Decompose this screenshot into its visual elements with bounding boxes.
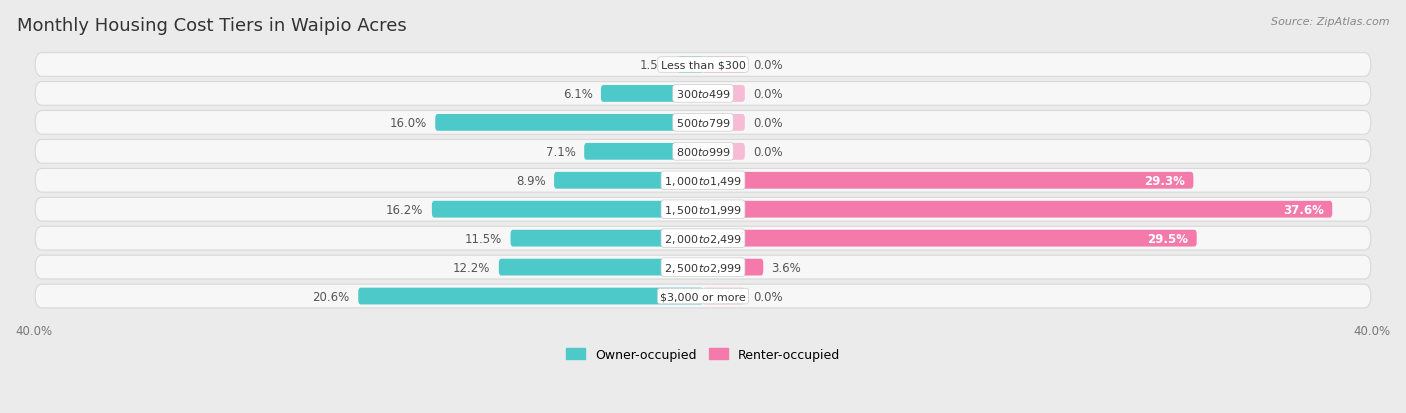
FancyBboxPatch shape: [554, 173, 703, 189]
Text: 12.2%: 12.2%: [453, 261, 491, 274]
FancyBboxPatch shape: [499, 259, 703, 276]
FancyBboxPatch shape: [583, 144, 703, 160]
FancyBboxPatch shape: [359, 288, 703, 305]
FancyBboxPatch shape: [703, 230, 1197, 247]
FancyBboxPatch shape: [436, 115, 703, 131]
FancyBboxPatch shape: [35, 54, 1371, 77]
FancyBboxPatch shape: [510, 230, 703, 247]
FancyBboxPatch shape: [432, 201, 703, 218]
Text: 16.0%: 16.0%: [389, 116, 427, 130]
FancyBboxPatch shape: [703, 259, 763, 276]
Text: 0.0%: 0.0%: [754, 145, 783, 159]
FancyBboxPatch shape: [703, 86, 745, 102]
Text: 29.5%: 29.5%: [1147, 232, 1188, 245]
FancyBboxPatch shape: [703, 201, 1333, 218]
Text: 6.1%: 6.1%: [562, 88, 592, 101]
FancyBboxPatch shape: [678, 57, 703, 74]
FancyBboxPatch shape: [35, 111, 1371, 135]
Text: 0.0%: 0.0%: [754, 290, 783, 303]
FancyBboxPatch shape: [703, 288, 745, 305]
Text: 16.2%: 16.2%: [387, 203, 423, 216]
Text: 29.3%: 29.3%: [1144, 174, 1185, 188]
Text: 0.0%: 0.0%: [754, 88, 783, 101]
FancyBboxPatch shape: [35, 285, 1371, 308]
FancyBboxPatch shape: [703, 144, 745, 160]
Text: $300 to $499: $300 to $499: [675, 88, 731, 100]
Text: 0.0%: 0.0%: [754, 116, 783, 130]
Text: Source: ZipAtlas.com: Source: ZipAtlas.com: [1271, 17, 1389, 26]
Text: 37.6%: 37.6%: [1284, 203, 1324, 216]
Text: $3,000 or more: $3,000 or more: [661, 291, 745, 301]
Text: 11.5%: 11.5%: [465, 232, 502, 245]
Legend: Owner-occupied, Renter-occupied: Owner-occupied, Renter-occupied: [561, 343, 845, 366]
Text: $1,000 to $1,499: $1,000 to $1,499: [664, 174, 742, 188]
Text: Monthly Housing Cost Tiers in Waipio Acres: Monthly Housing Cost Tiers in Waipio Acr…: [17, 17, 406, 34]
FancyBboxPatch shape: [703, 57, 745, 74]
FancyBboxPatch shape: [703, 173, 1194, 189]
FancyBboxPatch shape: [35, 256, 1371, 279]
Text: 20.6%: 20.6%: [312, 290, 350, 303]
FancyBboxPatch shape: [35, 140, 1371, 164]
FancyBboxPatch shape: [703, 115, 745, 131]
FancyBboxPatch shape: [35, 169, 1371, 193]
Text: $500 to $799: $500 to $799: [675, 117, 731, 129]
Text: 3.6%: 3.6%: [772, 261, 801, 274]
Text: 7.1%: 7.1%: [546, 145, 576, 159]
Text: 0.0%: 0.0%: [754, 59, 783, 72]
Text: $800 to $999: $800 to $999: [675, 146, 731, 158]
Text: $2,500 to $2,999: $2,500 to $2,999: [664, 261, 742, 274]
FancyBboxPatch shape: [35, 82, 1371, 106]
Text: $1,500 to $1,999: $1,500 to $1,999: [664, 203, 742, 216]
FancyBboxPatch shape: [35, 198, 1371, 221]
Text: Less than $300: Less than $300: [661, 60, 745, 70]
Text: $2,000 to $2,499: $2,000 to $2,499: [664, 232, 742, 245]
Text: 8.9%: 8.9%: [516, 174, 546, 188]
Text: 1.5%: 1.5%: [640, 59, 669, 72]
FancyBboxPatch shape: [600, 86, 703, 102]
FancyBboxPatch shape: [35, 227, 1371, 250]
